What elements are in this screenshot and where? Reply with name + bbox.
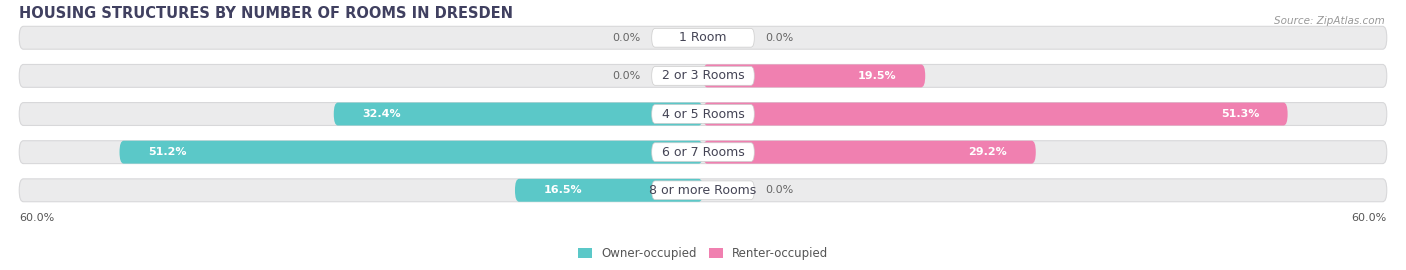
Text: 16.5%: 16.5% <box>544 185 582 195</box>
Text: 1 Room: 1 Room <box>679 31 727 44</box>
Text: HOUSING STRUCTURES BY NUMBER OF ROOMS IN DRESDEN: HOUSING STRUCTURES BY NUMBER OF ROOMS IN… <box>20 6 513 21</box>
Text: 19.5%: 19.5% <box>858 71 897 81</box>
FancyBboxPatch shape <box>120 141 703 164</box>
FancyBboxPatch shape <box>652 105 754 123</box>
FancyBboxPatch shape <box>20 179 1386 202</box>
Text: 51.3%: 51.3% <box>1220 109 1260 119</box>
Text: 0.0%: 0.0% <box>766 185 794 195</box>
FancyBboxPatch shape <box>652 66 754 85</box>
FancyBboxPatch shape <box>703 141 1036 164</box>
FancyBboxPatch shape <box>20 65 1386 87</box>
FancyBboxPatch shape <box>652 28 754 47</box>
FancyBboxPatch shape <box>333 103 703 126</box>
FancyBboxPatch shape <box>20 141 1386 164</box>
Text: Source: ZipAtlas.com: Source: ZipAtlas.com <box>1274 16 1385 26</box>
FancyBboxPatch shape <box>20 26 1386 49</box>
Text: 0.0%: 0.0% <box>766 33 794 43</box>
Text: 8 or more Rooms: 8 or more Rooms <box>650 184 756 197</box>
FancyBboxPatch shape <box>515 179 703 202</box>
FancyBboxPatch shape <box>652 181 754 200</box>
Text: 6 or 7 Rooms: 6 or 7 Rooms <box>662 146 744 159</box>
FancyBboxPatch shape <box>652 143 754 161</box>
Text: 60.0%: 60.0% <box>20 213 55 223</box>
FancyBboxPatch shape <box>20 103 1386 126</box>
Text: 2 or 3 Rooms: 2 or 3 Rooms <box>662 69 744 82</box>
Text: 29.2%: 29.2% <box>969 147 1007 157</box>
Text: 32.4%: 32.4% <box>363 109 401 119</box>
Text: 60.0%: 60.0% <box>1351 213 1386 223</box>
Text: 51.2%: 51.2% <box>148 147 187 157</box>
Text: 4 or 5 Rooms: 4 or 5 Rooms <box>662 107 744 120</box>
Text: 0.0%: 0.0% <box>612 33 640 43</box>
FancyBboxPatch shape <box>703 65 925 87</box>
Text: 0.0%: 0.0% <box>612 71 640 81</box>
FancyBboxPatch shape <box>703 103 1288 126</box>
Legend: Owner-occupied, Renter-occupied: Owner-occupied, Renter-occupied <box>572 242 834 265</box>
